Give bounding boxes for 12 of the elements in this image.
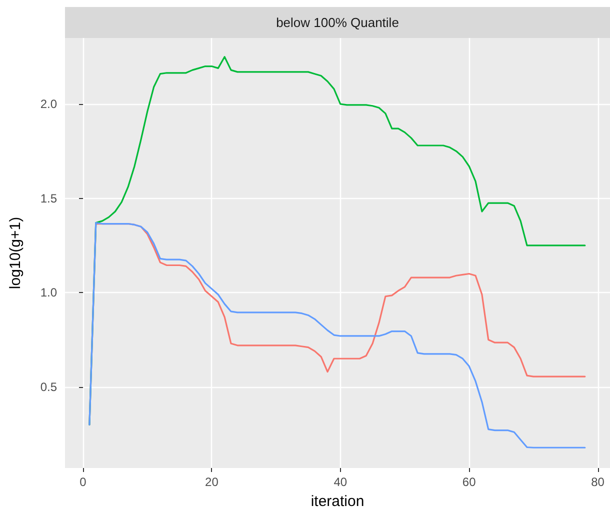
x-tick-label: 40 (334, 475, 348, 489)
y-tick-label: 1.0 (40, 286, 58, 300)
y-axis-title: log10(g+1) (7, 216, 24, 290)
y-tick-label: 1.5 (40, 191, 58, 206)
x-tick-label: 0 (80, 475, 87, 489)
x-axis-title: iteration (310, 493, 364, 510)
y-tick-label: 0.5 (40, 380, 58, 394)
x-tick-label: 60 (462, 475, 476, 489)
x-tick-label: 20 (205, 475, 219, 489)
chart-title: below 100% Quantile (65, 7, 610, 38)
y-tick-label: 2.0 (40, 97, 58, 112)
x-tick-label: 80 (591, 475, 605, 489)
